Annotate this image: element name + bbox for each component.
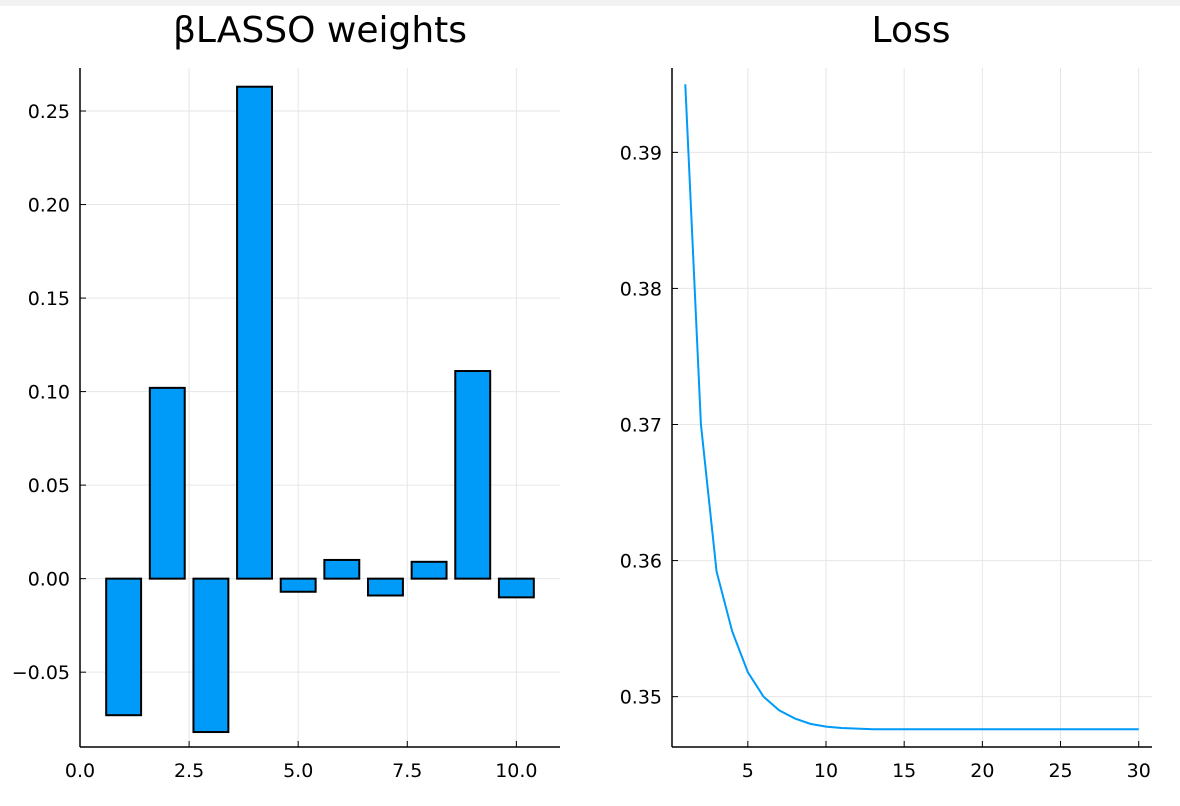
weights-y-tick-label: −0.05 <box>12 662 70 684</box>
weights-ticks: 0.0 2.5 5.0 7.5 10.0 −0.05 0.00 0.05 0.10 0.15 0.2… <box>12 101 538 782</box>
weights-panel: 0.0 2.5 5.0 7.5 10.0 −0.05 0.00 0.05 0.10 0.15 0.2… <box>12 10 560 782</box>
loss-y-tick-label: 0.39 <box>620 142 662 164</box>
weights-y-tick-label: 0.10 <box>28 382 70 404</box>
weights-x-tick-label: 5.0 <box>283 760 313 782</box>
loss-x-tick-label: 20 <box>970 760 994 782</box>
weights-bar <box>410 560 448 580</box>
loss-panel: 5 10 15 20 25 30 0.35 0.36 0.37 0.38 0.39 Loss <box>620 10 1152 782</box>
loss-x-tick-label: 5 <box>742 760 754 782</box>
loss-y-tick-label: 0.35 <box>620 687 662 709</box>
weights-y-tick-label: 0.15 <box>28 288 70 310</box>
loss-x-tick-label: 15 <box>892 760 916 782</box>
weights-x-tick-label: 2.5 <box>174 760 204 782</box>
weights-y-tick-label: 0.25 <box>28 101 70 123</box>
loss-ticks: 5 10 15 20 25 30 0.35 0.36 0.37 0.38 0.39 <box>620 142 1151 782</box>
weights-bar <box>148 386 186 580</box>
loss-y-tick-label: 0.36 <box>620 551 662 573</box>
weights-bar <box>192 577 230 734</box>
top-strip <box>0 0 1180 6</box>
weights-bar <box>236 85 274 580</box>
weights-bar <box>105 577 143 717</box>
loss-grid <box>672 68 1152 747</box>
weights-x-tick-label: 0.0 <box>65 760 95 782</box>
weights-bar <box>454 370 492 580</box>
loss-x-tick-label: 30 <box>1127 760 1151 782</box>
weights-bar <box>367 577 404 597</box>
loss-series-line <box>684 84 1139 731</box>
loss-title: Loss <box>872 10 951 51</box>
loss-x-tick-label: 10 <box>814 760 838 782</box>
weights-title: βLASSO weights <box>173 10 467 51</box>
weights-y-tick-label: 0.05 <box>28 475 70 497</box>
weights-bars <box>105 85 535 734</box>
weights-x-tick-label: 7.5 <box>392 760 422 782</box>
weights-y-tick-label: 0.00 <box>28 569 70 591</box>
weights-x-tick-label: 10.0 <box>495 760 537 782</box>
weights-bar <box>497 577 535 599</box>
loss-y-tick-label: 0.38 <box>620 278 662 300</box>
weights-bar <box>279 577 317 593</box>
weights-bar <box>323 558 361 580</box>
loss-x-tick-label: 25 <box>1048 760 1072 782</box>
loss-y-tick-label: 0.37 <box>620 415 662 437</box>
weights-y-tick-label: 0.20 <box>28 195 70 217</box>
